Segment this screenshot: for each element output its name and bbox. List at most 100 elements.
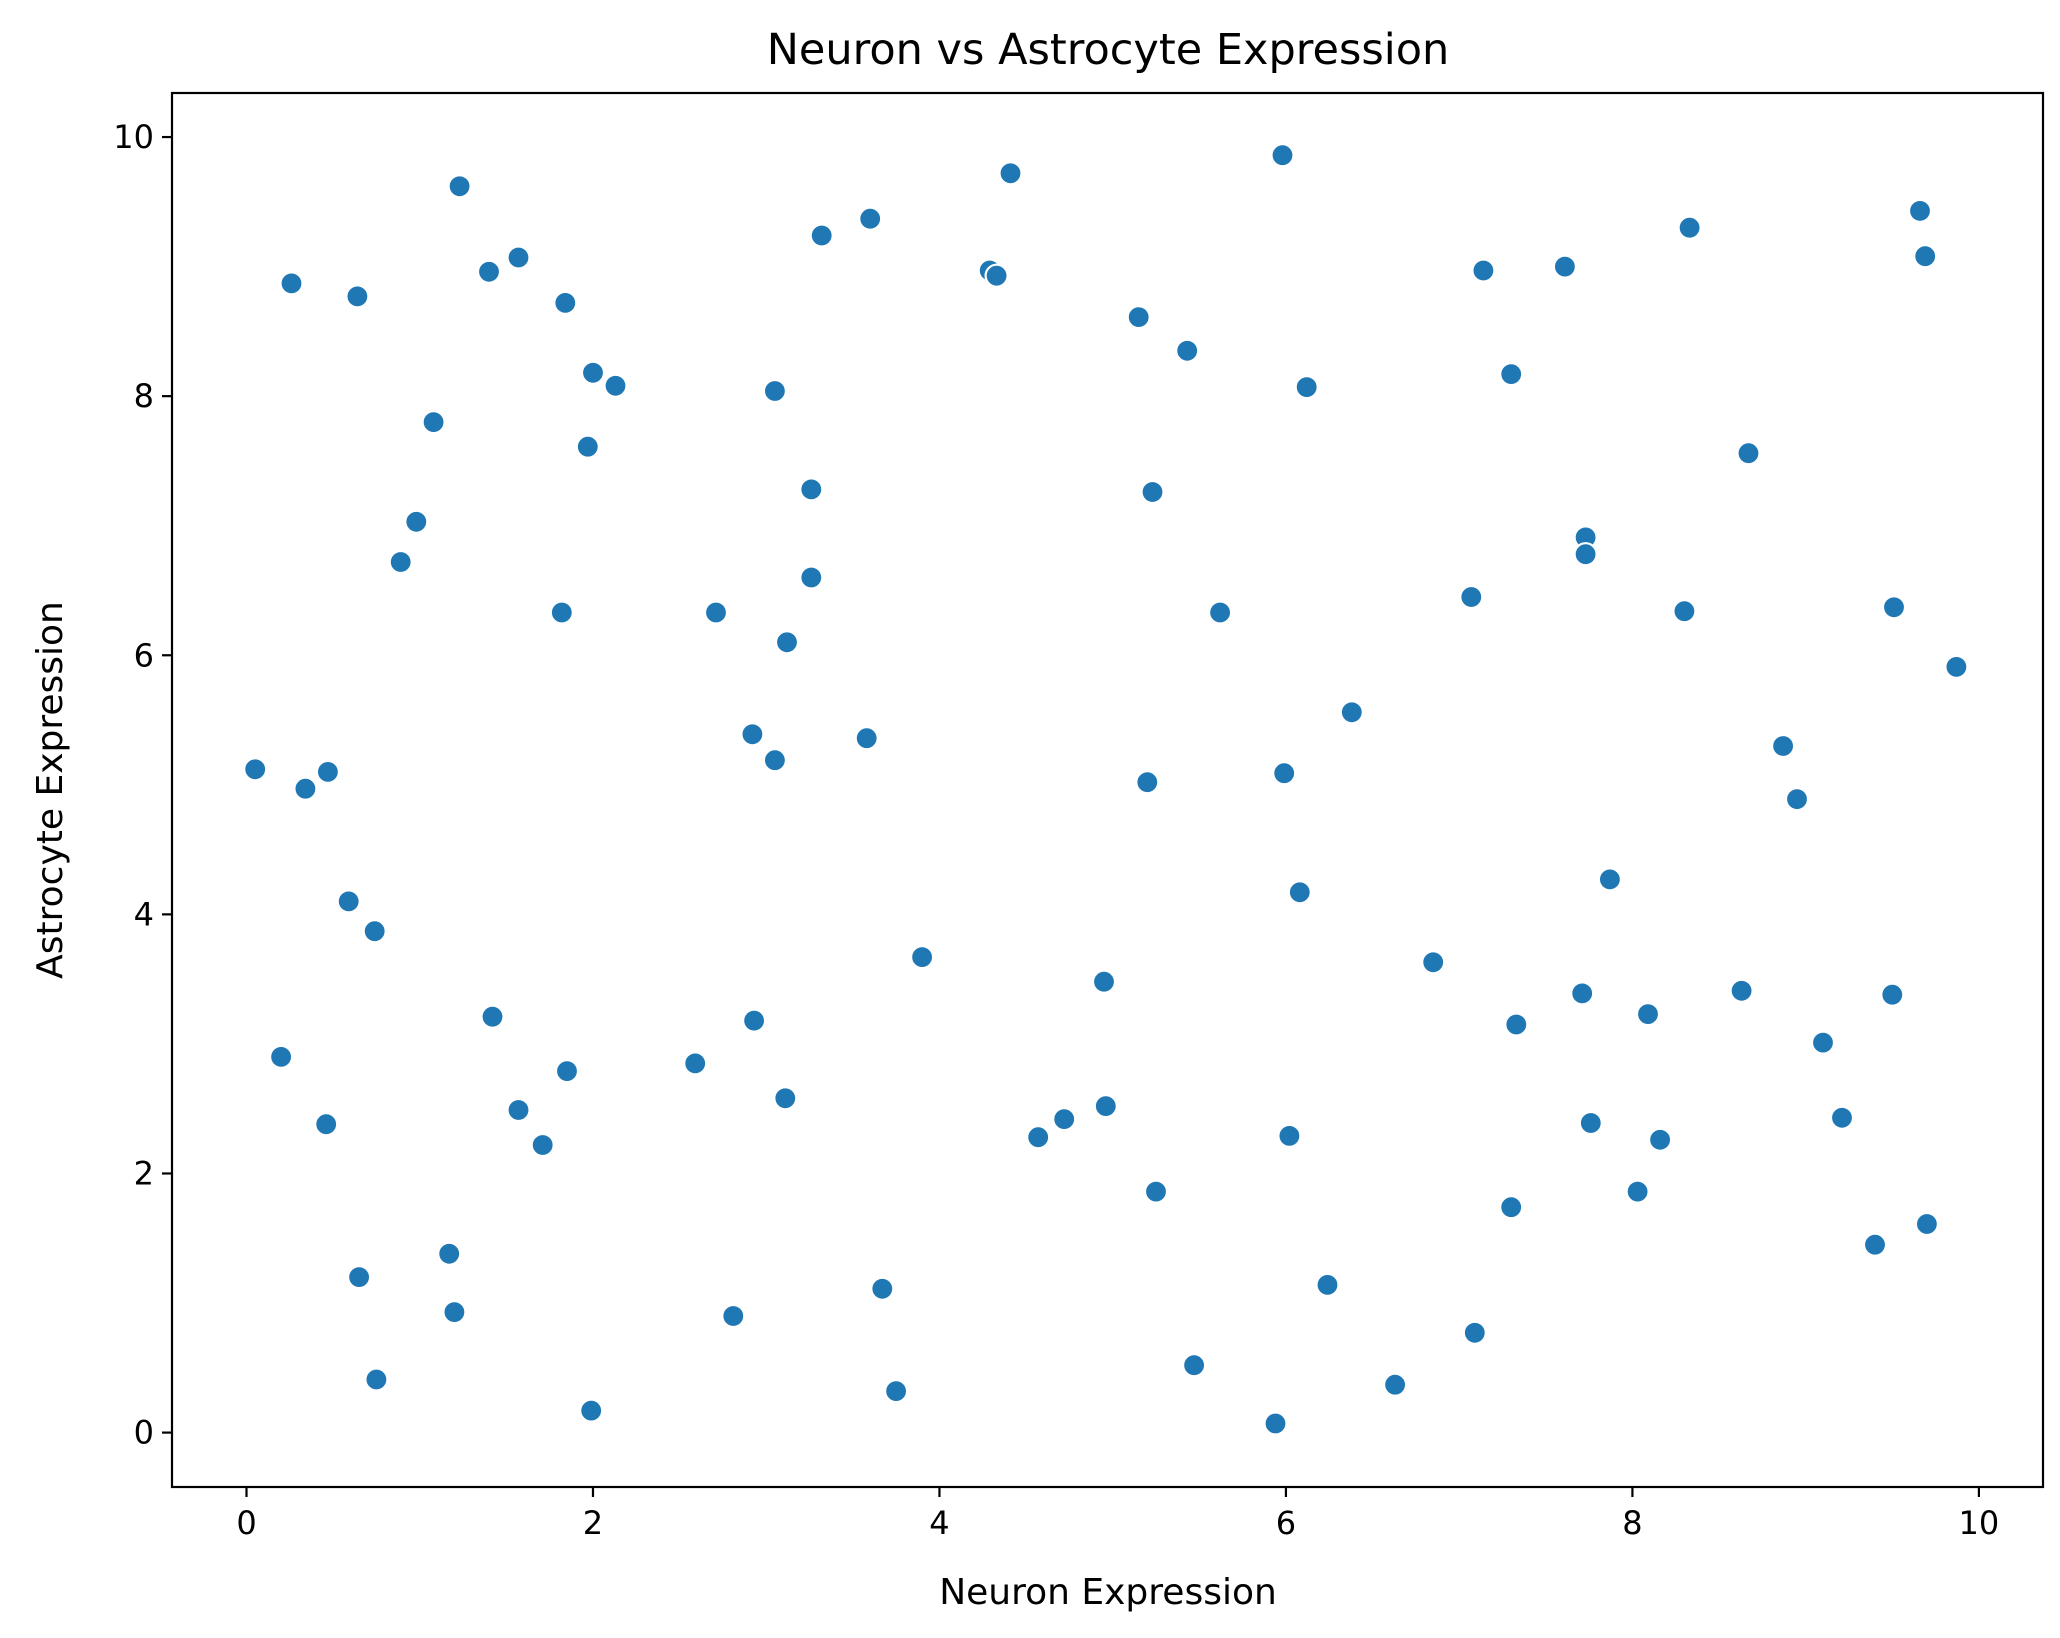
data-point-25 xyxy=(575,434,600,459)
data-point-10 xyxy=(364,1367,389,1392)
data-point-91 xyxy=(1810,1030,1836,1055)
plot-frame xyxy=(170,91,2045,1489)
data-point-28 xyxy=(579,1398,604,1423)
data-point-18 xyxy=(480,1004,505,1029)
data-point-59 xyxy=(1207,600,1233,625)
data-point-43 xyxy=(870,1276,895,1301)
x-axis: 0 2 4 6 8 10 xyxy=(236,1487,1999,1542)
data-point-36 xyxy=(774,630,800,655)
data-point-39 xyxy=(799,565,824,590)
data-point-88 xyxy=(1736,441,1761,466)
data-point-2 xyxy=(293,776,318,801)
data-point-17 xyxy=(476,259,502,284)
data-point-75 xyxy=(1504,1012,1529,1037)
data-point-9 xyxy=(362,919,387,944)
data-point-61 xyxy=(1270,143,1295,168)
data-point-97 xyxy=(1913,244,1938,269)
data-point-73 xyxy=(1499,362,1524,387)
data-point-49 xyxy=(1026,1125,1051,1150)
x-tick-label-4: 8 xyxy=(1622,1504,1642,1542)
data-point-85 xyxy=(1672,599,1697,624)
data-point-26 xyxy=(580,360,606,385)
data-point-34 xyxy=(762,378,788,404)
data-point-56 xyxy=(1143,1179,1169,1204)
data-point-50 xyxy=(1052,1106,1077,1132)
data-point-7 xyxy=(345,284,370,309)
data-point-44 xyxy=(883,1378,909,1404)
x-tick-label-1: 2 xyxy=(583,1504,603,1542)
data-point-79 xyxy=(1573,542,1598,567)
data-point-63 xyxy=(1277,1123,1302,1149)
y-tick-label-3: 6 xyxy=(134,636,154,674)
data-point-0 xyxy=(243,757,268,782)
data-point-45 xyxy=(909,944,935,970)
data-point-66 xyxy=(1315,1272,1340,1298)
x-tick-label-3: 6 xyxy=(1276,1504,1296,1542)
data-point-30 xyxy=(703,600,729,625)
data-point-53 xyxy=(1126,305,1151,330)
data-point-92 xyxy=(1829,1105,1855,1130)
data-point-76 xyxy=(1552,254,1578,279)
data-point-22 xyxy=(549,600,574,625)
data-point-83 xyxy=(1635,1001,1661,1027)
data-point-58 xyxy=(1181,1353,1207,1378)
data-point-23 xyxy=(553,290,578,315)
data-point-20 xyxy=(506,1097,531,1123)
data-point-65 xyxy=(1294,375,1319,400)
data-point-71 xyxy=(1462,1320,1487,1345)
data-point-69 xyxy=(1421,950,1446,975)
y-tick-label-4: 8 xyxy=(134,377,154,415)
data-point-33 xyxy=(741,1008,767,1033)
data-point-27 xyxy=(603,373,628,398)
data-point-15 xyxy=(442,1299,467,1325)
y-tick-label-5: 10 xyxy=(113,118,154,156)
data-point-48 xyxy=(998,161,1023,186)
data-point-42 xyxy=(858,206,883,231)
data-point-70 xyxy=(1459,584,1484,610)
x-axis-label: Neuron Expression xyxy=(939,1572,1277,1613)
data-point-99 xyxy=(1944,654,1969,680)
data-point-6 xyxy=(336,889,361,914)
data-point-14 xyxy=(437,1241,462,1266)
data-point-54 xyxy=(1135,770,1160,795)
x-tick-label-2: 4 xyxy=(929,1504,949,1542)
data-point-80 xyxy=(1578,1110,1603,1136)
data-point-57 xyxy=(1175,338,1200,363)
data-point-19 xyxy=(506,245,531,270)
data-point-3 xyxy=(315,759,340,785)
y-tick-label-1: 2 xyxy=(134,1154,154,1192)
y-axis: 0 2 4 6 8 10 xyxy=(113,118,172,1452)
data-point-13 xyxy=(421,410,446,435)
y-tick-label-0: 0 xyxy=(134,1414,154,1452)
data-point-47 xyxy=(984,263,1009,288)
data-point-67 xyxy=(1339,700,1364,725)
data-point-29 xyxy=(683,1051,708,1076)
data-point-95 xyxy=(1881,595,1907,620)
y-axis-label: Astrocyte Expression xyxy=(30,601,71,979)
data-point-81 xyxy=(1597,867,1623,892)
data-point-21 xyxy=(530,1132,555,1158)
data-point-62 xyxy=(1272,761,1297,786)
data-point-89 xyxy=(1770,733,1796,759)
data-point-74 xyxy=(1499,1195,1524,1220)
data-point-24 xyxy=(554,1058,580,1084)
data-point-60 xyxy=(1263,1411,1288,1436)
data-point-32 xyxy=(740,722,765,747)
data-point-38 xyxy=(799,477,824,502)
data-point-37 xyxy=(773,1086,798,1111)
data-point-41 xyxy=(854,726,879,751)
data-point-87 xyxy=(1729,978,1754,1003)
data-point-86 xyxy=(1677,215,1702,240)
y-tick-label-2: 4 xyxy=(134,895,154,933)
data-point-94 xyxy=(1880,982,1905,1007)
data-point-51 xyxy=(1091,969,1117,994)
data-point-12 xyxy=(404,509,429,534)
data-point-68 xyxy=(1382,1372,1408,1397)
data-point-84 xyxy=(1647,1127,1673,1152)
data-point-55 xyxy=(1140,479,1165,505)
data-point-4 xyxy=(269,1044,294,1070)
x-tick-label-5: 10 xyxy=(1959,1504,2000,1542)
data-point-40 xyxy=(809,223,834,248)
data-point-64 xyxy=(1287,880,1312,905)
data-point-77 xyxy=(1570,981,1595,1006)
